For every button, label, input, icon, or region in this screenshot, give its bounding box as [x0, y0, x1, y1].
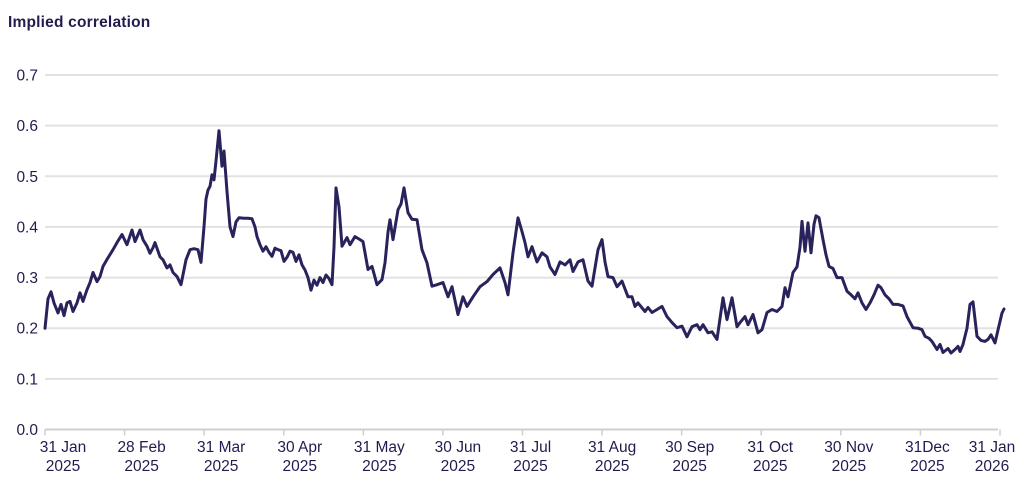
x-tick-label: 31 Jan 2026 [969, 439, 1016, 475]
y-tick-label: 0.6 [16, 118, 38, 135]
x-axis: 31 Jan 2025 28 Feb 2025 31 Mar 2025 30 Apr 2025… [40, 429, 1016, 475]
x-tick-label: 31 Oct 2025 [747, 439, 793, 475]
x-tick-label: 31 Mar 2025 [197, 439, 245, 475]
x-tick-label: 31 Aug 2025 [588, 439, 636, 475]
y-tick-label: 0.4 [16, 219, 38, 236]
y-tick-label: 0.2 [16, 321, 38, 338]
x-tick-label: 30 Jun 2025 [435, 439, 482, 475]
y-tick-label: 0.5 [16, 169, 38, 186]
x-tick-label: 30 Nov 2025 [824, 439, 873, 475]
x-tick-label: 31 May 2025 [354, 439, 405, 475]
x-tick-label: 28 Feb 2025 [117, 439, 165, 475]
y-tick-label: 0.0 [16, 422, 38, 439]
x-tick-label: 30 Sep 2025 [665, 439, 714, 475]
y-tick-label: 0.7 [16, 68, 38, 85]
x-tick-label: 30 Apr 2025 [277, 439, 322, 475]
x-tick-label: 31 Jan 2025 [40, 439, 87, 475]
y-axis-labels: 0.7 0.6 0.5 0.4 0.3 0.2 0.1 0.0 [16, 68, 38, 440]
y-tick-label: 0.1 [16, 371, 38, 388]
y-tick-label: 0.3 [16, 270, 38, 287]
series-line-implied-correlation [43, 129, 1006, 355]
x-tick-label: 31Dec 2025 [905, 439, 950, 475]
chart-title: Implied correlation [8, 14, 151, 31]
x-tick-label: 31 Jul 2025 [510, 439, 551, 475]
